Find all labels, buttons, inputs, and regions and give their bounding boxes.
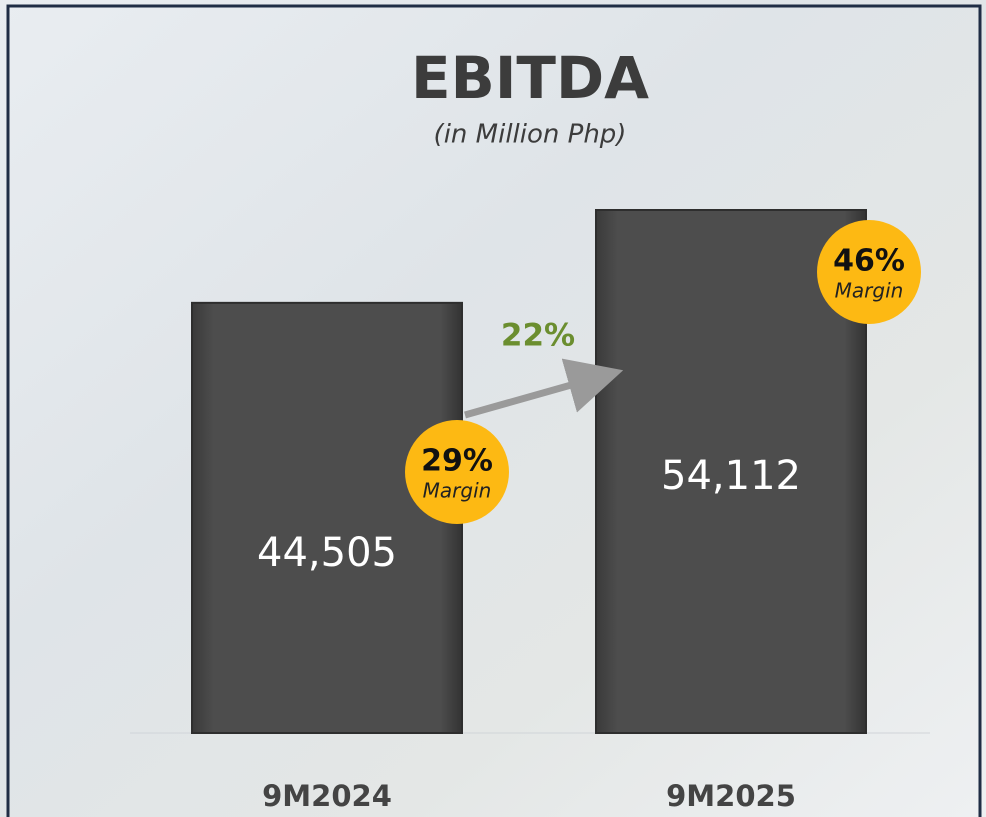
margin-badge	[405, 420, 509, 524]
x-tick-label: 9M2025	[666, 779, 796, 813]
value-label: 44,505	[257, 530, 397, 576]
frame	[6, 4, 982, 817]
growth-arrow	[464, 358, 624, 419]
bar	[595, 209, 867, 734]
margin-caption: Margin	[423, 479, 492, 503]
chart-subtitle: (in Million Php)	[434, 120, 627, 150]
bar	[191, 301, 463, 734]
value-label: 54,112	[661, 453, 801, 499]
margin-badge	[817, 220, 921, 324]
growth-label: 22%	[501, 318, 575, 354]
margin-label: 29%	[421, 444, 493, 479]
margin-label: 46%	[833, 244, 905, 279]
x-tick-label: 9M2024	[262, 779, 392, 813]
chart-title: EBITDA	[411, 44, 649, 112]
margin-caption: Margin	[835, 279, 904, 303]
